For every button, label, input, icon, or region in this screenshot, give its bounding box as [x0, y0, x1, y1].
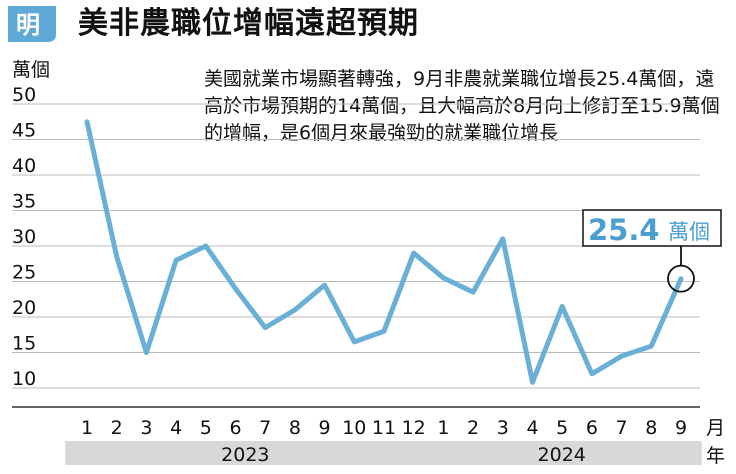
x-tick-label: 12 — [402, 417, 426, 439]
x-tick-label: 2 — [467, 417, 479, 439]
y-tick-label: 10 — [12, 368, 36, 390]
x-axis-label: 月 — [706, 417, 725, 439]
x-tick-label: 6 — [586, 417, 598, 439]
x-tick-label: 7 — [616, 417, 628, 439]
x-tick-label: 7 — [259, 417, 271, 439]
year-axis-label: 年 — [706, 445, 725, 467]
y-tick-label: 50 — [12, 84, 36, 106]
y-tick-label: 45 — [12, 120, 36, 142]
x-tick-label: 8 — [289, 417, 301, 439]
x-tick-label: 4 — [526, 417, 538, 439]
x-tick-label: 1 — [437, 417, 449, 439]
y-tick-label: 30 — [12, 226, 36, 248]
x-tick-label: 4 — [170, 417, 182, 439]
y-tick-label: 15 — [12, 333, 36, 355]
year-band — [65, 441, 426, 465]
x-tick-labels: 1 2 3 4 5 6 7 8 9 10 11 12 1 2 3 4 5 6 7 8 9 — [81, 417, 687, 439]
callout-box — [582, 209, 722, 247]
y-tick-labels: 10 15 20 25 30 35 40 45 50 — [12, 84, 36, 390]
x-tick-label: 3 — [140, 417, 152, 439]
series-line — [84, 119, 684, 385]
x-tick-label: 2 — [111, 417, 123, 439]
callout-unit: 萬個 — [668, 220, 710, 244]
y-tick-label: 40 — [12, 155, 36, 177]
x-tick-label: 1 — [81, 417, 93, 439]
y-tick-label: 35 — [12, 191, 36, 213]
logo-shape — [8, 6, 56, 42]
x-tick-label: 9 — [319, 417, 331, 439]
x-tick-label: 8 — [645, 417, 657, 439]
year-band — [421, 441, 702, 465]
x-tick-label: 11 — [372, 417, 396, 439]
logo-icon: 明 — [6, 4, 58, 44]
logo-text: 明 — [16, 11, 40, 39]
year-label: 2023 — [221, 444, 269, 466]
x-tick-label: 9 — [675, 417, 687, 439]
header: 明 美非農職位增幅遠超預期 — [0, 0, 736, 50]
annotation-text: 美國就業市場顯著轉強，9月非農就業職位增長25.4萬個，遠高於市場預期的14萬個… — [204, 68, 720, 144]
year-bands: 2023 2024 — [65, 441, 702, 466]
chart-title: 美非農職位增幅遠超預期 — [78, 6, 419, 41]
x-tick-label: 6 — [229, 417, 241, 439]
x-tick-label: 3 — [497, 417, 509, 439]
x-tick-label: 10 — [342, 417, 366, 439]
y-tick-label: 20 — [12, 297, 36, 319]
y-axis-label: 萬個 — [12, 59, 50, 81]
x-tick-label: 5 — [200, 417, 212, 439]
y-tick-label: 25 — [12, 262, 36, 284]
callout: 25.4 萬個 — [582, 209, 722, 293]
x-tick-label: 5 — [556, 417, 568, 439]
callout-value: 25.4 — [588, 213, 660, 247]
year-label: 2024 — [538, 444, 586, 466]
